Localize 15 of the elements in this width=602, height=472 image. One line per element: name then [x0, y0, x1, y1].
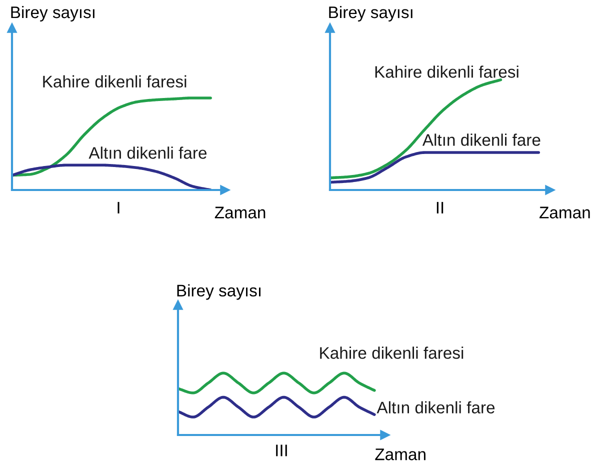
y-axis-title: Birey sayısı — [11, 6, 94, 22]
text: II — [436, 202, 444, 214]
x-axis-title: Zaman — [375, 448, 426, 460]
series-label: Altın dikenli fare — [422, 134, 540, 146]
text: III — [276, 444, 287, 456]
y-axis-title: Birey sayısı — [177, 284, 260, 300]
series-label: Kahire dikenli faresi — [320, 346, 464, 359]
y-axis-title: Birey sayısı — [329, 6, 412, 22]
x-axis-title: Zaman — [214, 206, 266, 218]
x-axis-title: Zaman — [540, 206, 590, 218]
series-label: Altın dikenli fare — [376, 401, 495, 414]
series-label: Altın dikenli fare — [88, 146, 207, 159]
text: I — [118, 202, 120, 214]
series-label: Kahire dikenli faresi — [43, 75, 186, 88]
series-label: Kahire dikenli faresi — [375, 66, 518, 78]
